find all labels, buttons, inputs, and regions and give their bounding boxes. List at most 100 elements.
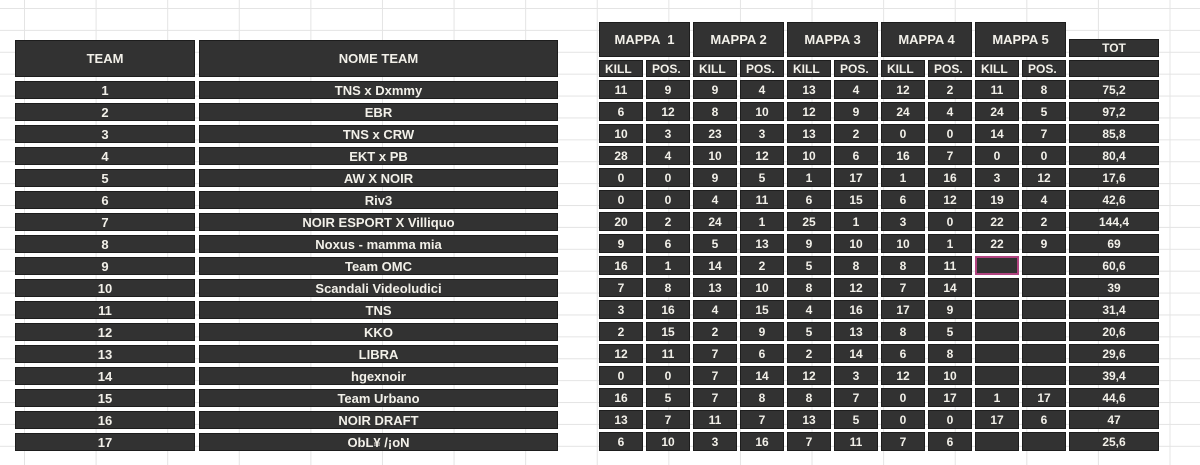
score-cell[interactable]: 9: [787, 234, 831, 253]
score-cell[interactable]: 11: [599, 80, 643, 99]
score-cell[interactable]: 5: [646, 388, 690, 407]
score-cell[interactable]: 16: [599, 388, 643, 407]
score-cell[interactable]: 0: [881, 410, 925, 429]
score-cell[interactable]: 15: [740, 300, 784, 319]
score-cell[interactable]: 16: [881, 146, 925, 165]
score-cell[interactable]: 14: [834, 344, 878, 363]
score-cell[interactable]: 13: [740, 234, 784, 253]
score-cell[interactable]: 6: [599, 102, 643, 121]
score-cell[interactable]: 8: [928, 344, 972, 363]
team-rank-cell[interactable]: 14: [15, 367, 195, 385]
score-cell[interactable]: 22: [975, 212, 1019, 231]
score-cell[interactable]: 7: [928, 146, 972, 165]
score-cell[interactable]: 22: [975, 234, 1019, 253]
team-name-cell[interactable]: Noxus - mamma mia: [199, 235, 558, 253]
score-cell[interactable]: 17: [1022, 388, 1066, 407]
score-cell[interactable]: 15: [834, 190, 878, 209]
score-cell[interactable]: 14: [693, 256, 737, 275]
tot-cell[interactable]: 31,4: [1069, 300, 1159, 319]
tot-cell[interactable]: 69: [1069, 234, 1159, 253]
score-cell[interactable]: 13: [787, 410, 831, 429]
score-cell[interactable]: 6: [834, 146, 878, 165]
score-cell[interactable]: 12: [834, 278, 878, 297]
score-cell[interactable]: [975, 344, 1019, 363]
team-rank-cell[interactable]: 11: [15, 301, 195, 319]
score-cell[interactable]: 0: [599, 190, 643, 209]
team-name-cell[interactable]: Scandali Videoludici: [199, 279, 558, 297]
team-name-cell[interactable]: TNS: [199, 301, 558, 319]
score-cell[interactable]: [1022, 322, 1066, 341]
team-rank-cell[interactable]: 4: [15, 147, 195, 165]
tot-cell[interactable]: 97,2: [1069, 102, 1159, 121]
score-cell[interactable]: 6: [787, 190, 831, 209]
score-cell[interactable]: 7: [881, 432, 925, 451]
score-cell[interactable]: 5: [787, 256, 831, 275]
score-cell[interactable]: 4: [1022, 190, 1066, 209]
score-cell[interactable]: 6: [881, 344, 925, 363]
team-name-cell[interactable]: KKO: [199, 323, 558, 341]
score-cell[interactable]: 17: [928, 388, 972, 407]
score-cell[interactable]: 0: [646, 190, 690, 209]
tot-cell[interactable]: 39: [1069, 278, 1159, 297]
mappa1-header[interactable]: MAPPA 1: [599, 22, 690, 57]
score-cell[interactable]: [1022, 278, 1066, 297]
score-cell[interactable]: 5: [693, 234, 737, 253]
score-cell[interactable]: 17: [975, 410, 1019, 429]
pos-header-m2[interactable]: POS.: [740, 60, 784, 77]
score-cell[interactable]: 7: [599, 278, 643, 297]
team-name-cell[interactable]: TNS x CRW: [199, 125, 558, 143]
score-cell[interactable]: 8: [646, 278, 690, 297]
team-name-cell[interactable]: LIBRA: [199, 345, 558, 363]
score-cell[interactable]: 8: [787, 278, 831, 297]
score-cell[interactable]: [1022, 344, 1066, 363]
score-cell[interactable]: 0: [928, 124, 972, 143]
team-column-header[interactable]: TEAM: [15, 40, 195, 77]
score-cell[interactable]: 4: [928, 102, 972, 121]
score-cell[interactable]: 6: [1022, 410, 1066, 429]
score-cell[interactable]: 16: [834, 300, 878, 319]
tot-cell[interactable]: 42,6: [1069, 190, 1159, 209]
score-cell[interactable]: 10: [599, 124, 643, 143]
score-cell[interactable]: 10: [834, 234, 878, 253]
score-cell[interactable]: 11: [693, 410, 737, 429]
pos-header-m3[interactable]: POS.: [834, 60, 878, 77]
score-cell[interactable]: 11: [975, 80, 1019, 99]
score-cell[interactable]: 12: [740, 146, 784, 165]
score-cell[interactable]: 9: [599, 234, 643, 253]
score-cell[interactable]: [1022, 432, 1066, 451]
tot-cell[interactable]: 20,6: [1069, 322, 1159, 341]
score-cell[interactable]: 5: [740, 168, 784, 187]
score-cell[interactable]: 7: [834, 388, 878, 407]
tot-cell[interactable]: 44,6: [1069, 388, 1159, 407]
tot-cell[interactable]: 85,8: [1069, 124, 1159, 143]
score-cell[interactable]: [975, 300, 1019, 319]
score-cell[interactable]: 12: [787, 102, 831, 121]
tot-empty-cell[interactable]: [1069, 60, 1159, 77]
team-rank-cell[interactable]: 15: [15, 389, 195, 407]
score-cell[interactable]: 10: [740, 278, 784, 297]
score-cell[interactable]: 2: [646, 212, 690, 231]
score-cell[interactable]: [975, 366, 1019, 385]
score-cell[interactable]: 10: [881, 234, 925, 253]
active-cell[interactable]: [975, 256, 1019, 275]
score-cell[interactable]: 0: [928, 410, 972, 429]
score-cell[interactable]: 0: [646, 366, 690, 385]
nome-team-column-header[interactable]: NOME TEAM: [199, 40, 558, 77]
score-cell[interactable]: 8: [1022, 80, 1066, 99]
score-cell[interactable]: 12: [1022, 168, 1066, 187]
team-name-cell[interactable]: NOIR ESPORT X Villiquo: [199, 213, 558, 231]
score-cell[interactable]: 16: [740, 432, 784, 451]
score-cell[interactable]: 16: [646, 300, 690, 319]
kill-header-m5[interactable]: KILL: [975, 60, 1019, 77]
score-cell[interactable]: [975, 322, 1019, 341]
score-cell[interactable]: 0: [975, 146, 1019, 165]
score-cell[interactable]: 14: [975, 124, 1019, 143]
score-cell[interactable]: 0: [881, 388, 925, 407]
score-cell[interactable]: 2: [1022, 212, 1066, 231]
score-cell[interactable]: 14: [740, 366, 784, 385]
kill-header-m4[interactable]: KILL: [881, 60, 925, 77]
tot-cell[interactable]: 25,6: [1069, 432, 1159, 451]
score-cell[interactable]: 10: [693, 146, 737, 165]
score-cell[interactable]: 12: [928, 190, 972, 209]
team-rank-cell[interactable]: 6: [15, 191, 195, 209]
